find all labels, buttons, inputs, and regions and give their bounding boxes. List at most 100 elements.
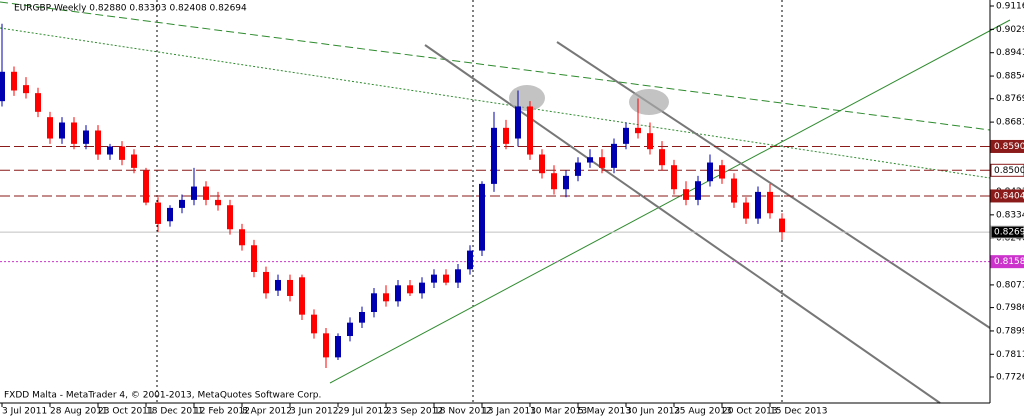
highlight (629, 89, 669, 115)
level-label: 0.84048 (994, 191, 1024, 201)
x-tick-label: 15 Dec 2013 (770, 407, 828, 416)
candle-body (347, 322, 353, 337)
candle-body (215, 199, 221, 206)
candle-body (95, 130, 101, 155)
candle-body (191, 186, 197, 200)
y-tick-label: 0.77265 (996, 372, 1024, 382)
candle-body (683, 189, 689, 200)
candle-body (599, 157, 605, 168)
trendline (0, 27, 991, 179)
x-tick-label: 3 Jul 2011 (2, 407, 47, 416)
candle-body (539, 154, 545, 174)
x-tick-label: 3 Jun 2012 (290, 407, 338, 416)
candle-body (719, 165, 725, 179)
candle-body (575, 162, 581, 176)
candle-body (11, 71, 17, 91)
candle-body (587, 157, 593, 163)
candle-body (695, 181, 701, 200)
candle-body (359, 311, 365, 323)
candle-body (323, 333, 329, 358)
y-tick-label: 0.90290 (996, 25, 1024, 35)
x-tick-label: 23 Sep 2012 (386, 407, 443, 416)
y-tick-label: 0.89415 (996, 48, 1024, 58)
candle-body (647, 133, 653, 150)
chart-title: EURGBP,Weekly 0.82880 0.83303 0.82408 0.… (14, 4, 247, 14)
x-tick-label: 8 Apr 2012 (242, 407, 292, 416)
candle-body (59, 122, 65, 139)
candle-body (779, 218, 785, 233)
y-tick-label: 0.87690 (996, 94, 1024, 104)
candle-body (227, 205, 233, 230)
candle-body (119, 146, 125, 160)
candle-body (383, 293, 389, 302)
candle-body (35, 93, 41, 112)
candle-body (155, 202, 161, 224)
y-tick-label: 0.78990 (996, 326, 1024, 336)
level-label: 0.82694 (994, 228, 1024, 238)
candle-body (671, 165, 677, 190)
candle-body (419, 282, 425, 294)
candle-body (275, 279, 281, 291)
x-tick-label: 25 Aug 2013 (674, 407, 732, 416)
candle-body (371, 293, 377, 312)
y-tick-label: 0.78115 (996, 350, 1024, 360)
candle-body (563, 175, 569, 190)
candle-body (299, 277, 305, 315)
x-tick-label: 18 Nov 2012 (434, 407, 492, 416)
candle-body (455, 269, 461, 283)
x-tick-label: 5 May 2013 (578, 407, 631, 416)
candle-body (335, 336, 341, 358)
candle-body (635, 127, 641, 134)
candle-body (239, 229, 245, 246)
candles (0, 23, 785, 369)
y-tick-label: 0.80715 (996, 280, 1024, 290)
candle-body (707, 162, 713, 182)
y-tick-label: 0.91165 (996, 2, 1024, 12)
level-label: 0.85902 (994, 142, 1024, 152)
x-tick-label: 13 Jan 2013 (482, 407, 536, 416)
level-label-bg (990, 163, 1024, 177)
footer: FXDD Malta - MetaTrader 4, © 2001-2013, … (4, 391, 321, 401)
candle-body (431, 274, 437, 283)
x-tick-label: 20 Oct 2013 (722, 407, 778, 416)
candle-body (203, 186, 209, 200)
candle-body (71, 122, 77, 144)
candle-body (623, 127, 629, 144)
candle-body (251, 245, 257, 272)
candle-body (263, 271, 269, 294)
candle-body (311, 314, 317, 334)
candle-body (395, 285, 401, 302)
level-label-bg (990, 189, 1024, 203)
candle-body (0, 71, 5, 102)
trendline (329, 19, 1011, 384)
candle-body (179, 199, 185, 208)
y-tick-label: 0.79865 (996, 303, 1024, 313)
candle-body (731, 178, 737, 203)
candle-body (107, 146, 113, 155)
x-tick-label: 12 Feb 2012 (194, 407, 250, 416)
level-label: 0.81586 (994, 257, 1024, 267)
level-label-bg (990, 255, 1024, 269)
trendline (0, 1, 991, 131)
candle-body (23, 85, 29, 94)
candle-body (551, 173, 557, 190)
x-tick-label: 23 Oct 2011 (98, 407, 154, 416)
candle-body (83, 130, 89, 144)
y-tick-label: 0.86815 (996, 118, 1024, 128)
channel-line (424, 44, 941, 404)
candle-body (743, 202, 749, 219)
y-tick-label: 0.88540 (996, 72, 1024, 82)
x-tick-label: 29 Jul 2012 (338, 407, 389, 416)
x-tick-label: 28 Aug 2011 (50, 407, 108, 416)
candle-body (503, 127, 509, 144)
candle-body (443, 274, 449, 283)
candle-body (407, 285, 413, 294)
x-tick-label: 30 Jun 2013 (626, 407, 680, 416)
candle-body (527, 106, 533, 155)
level-label-bg (990, 139, 1024, 153)
candle-body (467, 250, 473, 270)
candle-body (479, 183, 485, 251)
